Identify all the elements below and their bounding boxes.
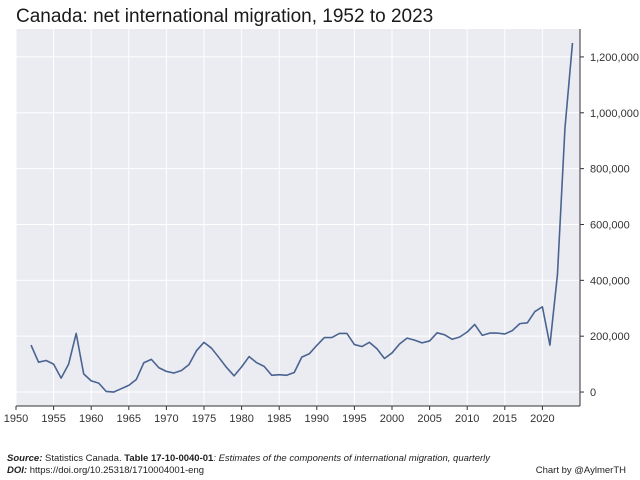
x-tick-label: 1980 — [229, 413, 253, 425]
x-tick-label: 1960 — [79, 413, 103, 425]
footer-doi: DOI: https://doi.org/10.25318/1710004001… — [7, 465, 204, 476]
x-tick-label: 1965 — [117, 413, 141, 425]
x-tick-label: 2005 — [417, 413, 441, 425]
x-tick-label: 1955 — [41, 413, 65, 425]
y-tick-label: 800,000 — [590, 164, 630, 176]
plot-background — [16, 29, 580, 406]
x-tick-label: 1970 — [154, 413, 178, 425]
source-description: : Estimates of the components of interna… — [213, 453, 491, 464]
footer-source: Source: Statistics Canada. Table 17-10-0… — [7, 453, 490, 464]
x-tick-label: 2010 — [455, 413, 479, 425]
y-tick-label: 200,000 — [590, 331, 630, 343]
x-tick-label: 1950 — [4, 413, 28, 425]
source-org: Statistics Canada. — [45, 453, 122, 464]
x-tick-label: 2000 — [380, 413, 404, 425]
y-tick-label: 1,200,000 — [590, 52, 639, 64]
x-tick-label: 2015 — [493, 413, 517, 425]
chart-title: Canada: net international migration, 195… — [16, 6, 434, 27]
y-tick-label: 0 — [590, 387, 596, 399]
y-tick-label: 400,000 — [590, 275, 630, 287]
y-tick-label: 1,000,000 — [590, 108, 639, 120]
doi-value: https://doi.org/10.25318/1710004001-eng — [29, 465, 205, 476]
axes — [16, 29, 581, 407]
x-tick-label: 1985 — [267, 413, 291, 425]
series-line — [30, 42, 574, 393]
x-tick-label: 2020 — [530, 413, 554, 425]
source-table: Table 17-10-0040-01 — [124, 453, 214, 464]
y-axis-ticks: 0 200,000 400,000 600,000 800,000 1,000,000 1,… — [580, 52, 639, 399]
source-label: Source: — [7, 453, 43, 464]
y-tick-label: 600,000 — [590, 219, 630, 231]
x-tick-label: 1990 — [305, 413, 329, 425]
x-tick-label: 1995 — [342, 413, 366, 425]
grid-lines — [15, 29, 580, 406]
doi-label: DOI: — [7, 465, 28, 476]
x-tick-label: 1975 — [192, 413, 216, 425]
x-axis-ticks: 1950 1955 1960 1965 1970 1975 1980 1985 1990 1995… — [4, 406, 555, 425]
chart-credit: Chart by @AylmerTH — [535, 465, 626, 476]
